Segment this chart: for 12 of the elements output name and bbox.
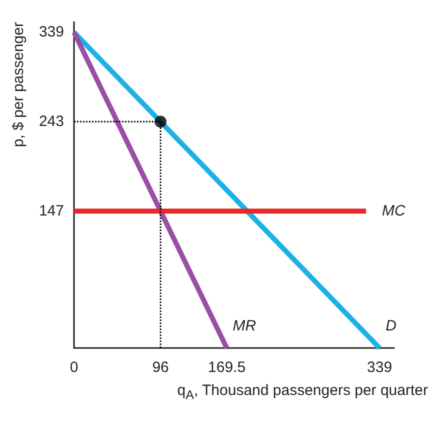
y-tick-label: 243 xyxy=(38,113,64,130)
y-tick-label: 339 xyxy=(38,24,64,41)
series-label: MR xyxy=(232,318,256,334)
x-tick-label: 96 xyxy=(152,359,169,376)
series-label: D xyxy=(386,318,397,334)
y-tick-label: 147 xyxy=(38,202,64,220)
series-label: MC xyxy=(382,202,406,220)
x-tick-label: 339 xyxy=(367,359,392,376)
y-axis-title: p, $ per passenger xyxy=(10,22,27,148)
x-tick-label: 0 xyxy=(70,359,78,376)
x-axis-title: q$_{A}$, Thousand passengers per quarter xyxy=(176,382,428,404)
x-tick-label: 169.5 xyxy=(208,359,246,376)
